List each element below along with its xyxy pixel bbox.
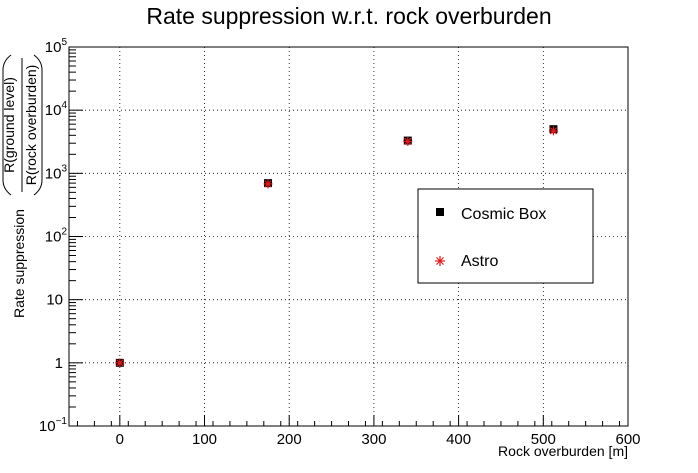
legend-marker-astro — [435, 256, 445, 266]
chart-title: Rate suppression w.r.t. rock overburden — [146, 3, 551, 29]
x-axis-ticks: 0 100 200 300 400 500 600 — [76, 415, 641, 448]
legend: Cosmic Box Astro — [417, 188, 594, 284]
y-tick-label: 10 — [46, 292, 63, 309]
y-axis-label: Rate suppression R(ground level) R(rock … — [1, 54, 43, 318]
data-points — [115, 125, 558, 368]
x-axis-label: Rock overburden [m] — [498, 443, 628, 459]
x-tick-label: 300 — [361, 431, 386, 448]
x-tick-label: 600 — [615, 431, 640, 448]
y-label-paren-right — [33, 54, 43, 196]
y-tick-label: 105 — [45, 37, 68, 56]
x-tick-label: 400 — [446, 431, 471, 448]
y-tick-label: 103 — [45, 163, 68, 182]
y-label-paren-left — [2, 54, 12, 196]
y-tick-label: 102 — [45, 227, 68, 246]
astro-point — [263, 179, 273, 189]
legend-label-cosmic-box: Cosmic Box — [461, 206, 546, 223]
astro-point — [403, 136, 413, 146]
y-tick-label: 104 — [45, 100, 68, 119]
legend-marker-cosmic-box — [436, 208, 444, 216]
astro-point — [548, 126, 558, 136]
y-axis-label-numerator: R(ground level) — [1, 77, 17, 173]
x-tick-label: 0 — [116, 431, 124, 448]
y-axis-label-denominator: R(rock overburden) — [23, 65, 39, 186]
y-tick-label: 10−1 — [39, 416, 68, 435]
astro-point — [115, 358, 125, 368]
x-tick-label: 100 — [192, 431, 217, 448]
legend-box — [417, 188, 594, 284]
y-axis-ticks: 10−1 1 10 102 103 104 105 — [39, 37, 83, 435]
y-tick-label: 1 — [55, 355, 63, 372]
x-tick-label: 500 — [531, 431, 556, 448]
x-tick-label: 200 — [277, 431, 302, 448]
y-axis-label-prefix: Rate suppression — [11, 209, 27, 318]
legend-label-astro: Astro — [461, 253, 498, 270]
